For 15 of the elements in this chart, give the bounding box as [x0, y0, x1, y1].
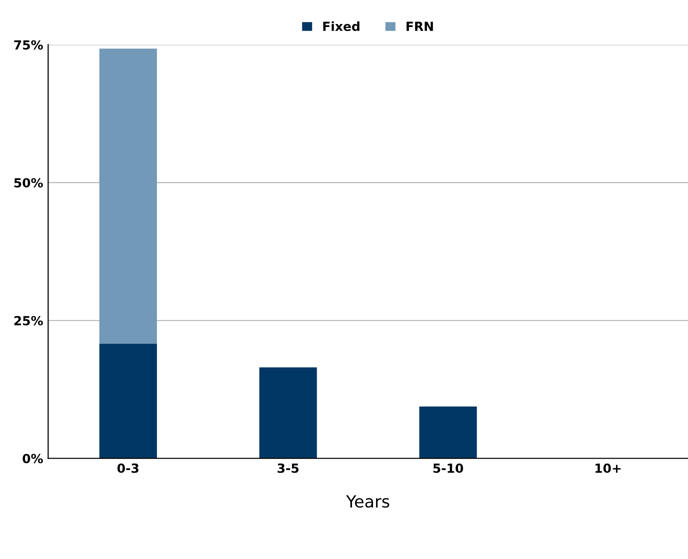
bar — [259, 367, 317, 458]
x-tick-label: 5-10 — [433, 463, 464, 473]
x-tick-label: 3-5 — [278, 463, 299, 473]
legend-label: FRN — [406, 22, 433, 31]
y-tick-label: 50% — [14, 178, 43, 188]
x-tick-label: 10+ — [595, 463, 621, 473]
legend-label: Fixed — [323, 21, 360, 32]
bar — [99, 48, 157, 344]
x-tick-label: 0-3 — [117, 463, 138, 473]
x-axis-title: Years — [346, 495, 390, 508]
y-tick-label: 0% — [22, 454, 43, 464]
y-tick-label: 25% — [14, 316, 43, 326]
y-tick-label: 75% — [14, 40, 43, 50]
bar — [99, 344, 157, 458]
bar — [419, 406, 477, 458]
